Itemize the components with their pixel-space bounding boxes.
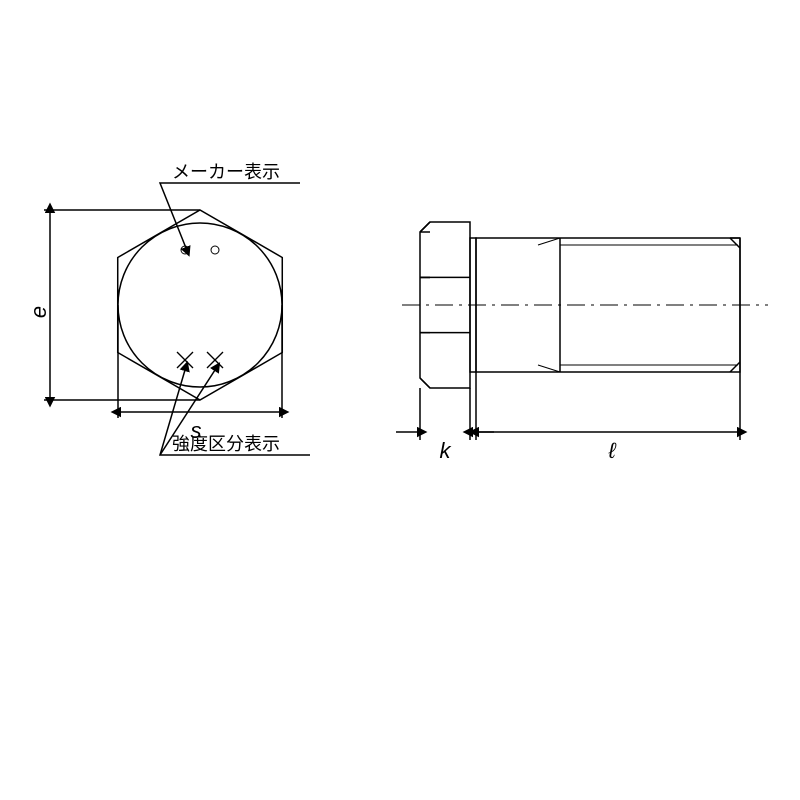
label-strength: 強度区分表示 [172, 434, 280, 454]
dim-label-k: k [440, 438, 452, 463]
dim-label-s: s [191, 418, 202, 443]
leader-maker [160, 183, 300, 248]
label-maker: メーカー表示 [172, 162, 280, 182]
maker-mark [211, 246, 219, 254]
dim-label-l: ℓ [607, 438, 616, 463]
bolt-diagram: メーカー表示強度区分表示 e s k ℓ [0, 0, 800, 800]
dim-label-e: e [26, 306, 51, 318]
chamfer-circle [118, 223, 282, 387]
hex-head-outline [118, 210, 283, 400]
